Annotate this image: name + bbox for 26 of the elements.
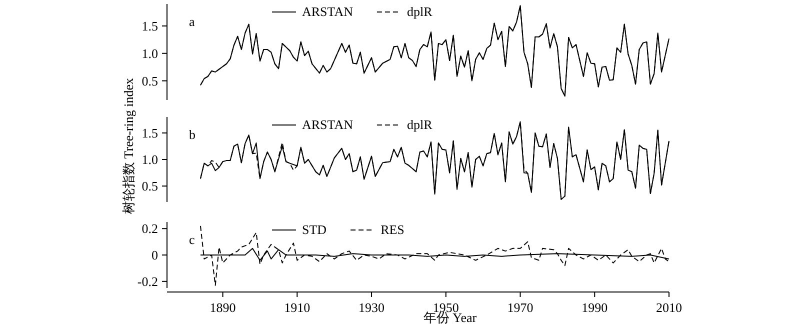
x-tick-label: 1890 <box>210 300 236 315</box>
text: c <box>189 232 195 247</box>
legend-label: dplR <box>406 117 433 132</box>
text: b <box>189 127 196 142</box>
line-series <box>200 225 670 286</box>
y-tick-label: 0 <box>152 248 158 262</box>
legend-label: dplR <box>406 4 433 19</box>
x-tick-label: 1910 <box>284 300 310 315</box>
x-tick-label: 2010 <box>656 300 682 315</box>
legend-label: ARSTAN <box>302 4 354 19</box>
y-axis-title: 树轮指数 Tree-ring index <box>121 78 136 214</box>
y-tick-label: 0.5 <box>142 73 158 88</box>
x-tick-label: 1930 <box>358 300 385 315</box>
y-tick-label: 1.0 <box>142 46 158 61</box>
x-tick-label: 1970 <box>507 300 534 315</box>
legend-label: RES <box>380 222 404 237</box>
y-tick-label: 1.0 <box>142 152 158 167</box>
legend-label: STD <box>302 222 327 237</box>
y-tick-label: 1.5 <box>142 125 158 140</box>
y-tick-label: -0.2 <box>137 274 158 289</box>
legend-label: ARSTAN <box>302 117 354 132</box>
text: a <box>189 14 195 29</box>
y-tick-label: 1.5 <box>142 18 158 34</box>
y-tick-label: 0.5 <box>142 178 158 194</box>
x-tick-label: 1990 <box>582 300 608 315</box>
y-tick-label: 0.2 <box>142 221 158 236</box>
